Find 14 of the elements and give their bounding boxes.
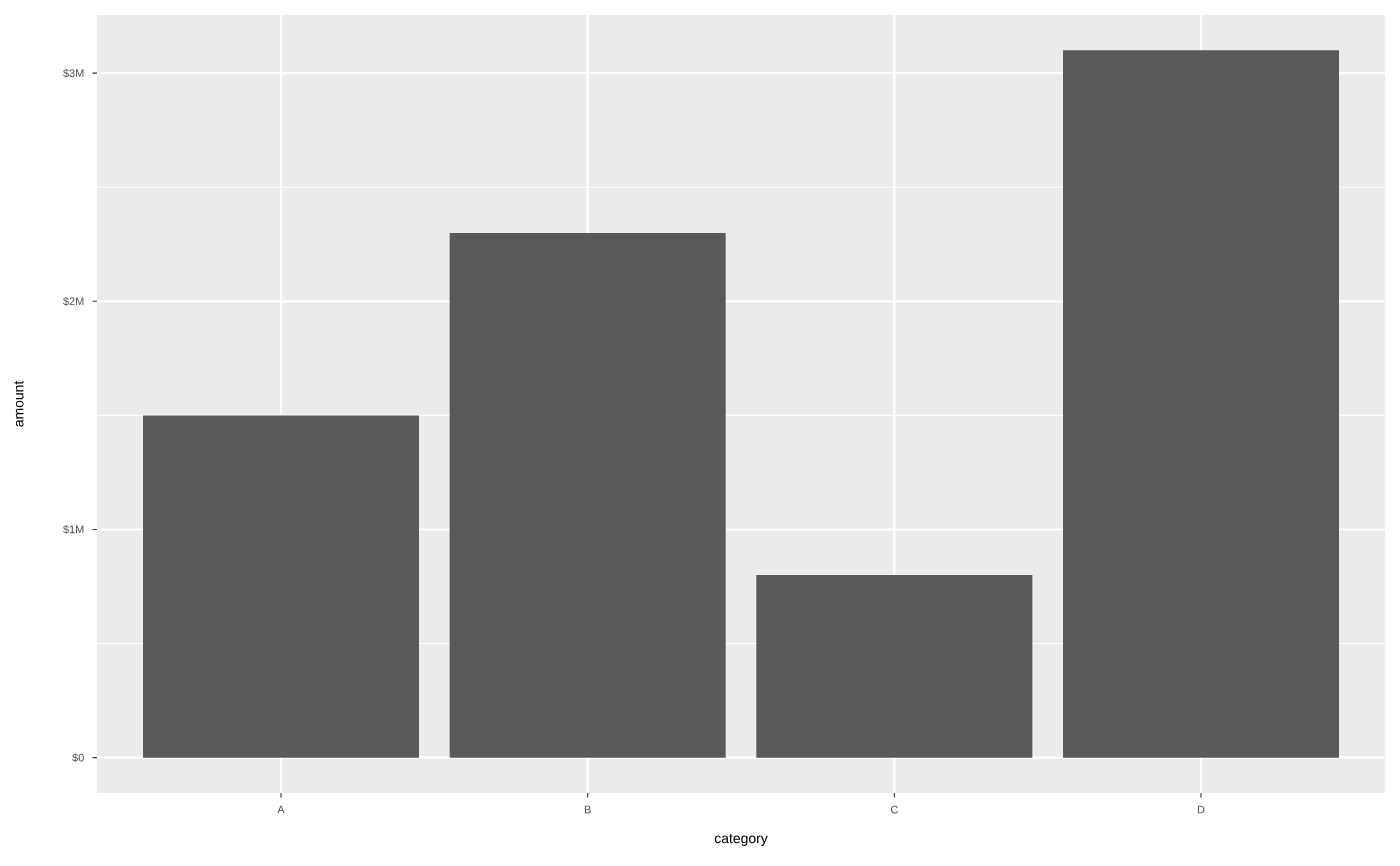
y-tick-label: $0 [72,753,84,763]
y-axis-title: amount [14,380,24,427]
x-tick-label: C [890,805,898,814]
x-tick-label: D [1197,805,1205,814]
x-tick-label: A [277,805,285,814]
y-tick-label: $1M [63,525,84,534]
bar [449,232,726,758]
x-axis-title: category [714,834,768,846]
bar [1063,50,1340,758]
x-tick-label: B [584,805,591,814]
y-tick-label: $2M [63,296,84,306]
bar [756,575,1033,758]
bar [143,415,419,758]
y-tick-label: $3M [63,68,84,78]
